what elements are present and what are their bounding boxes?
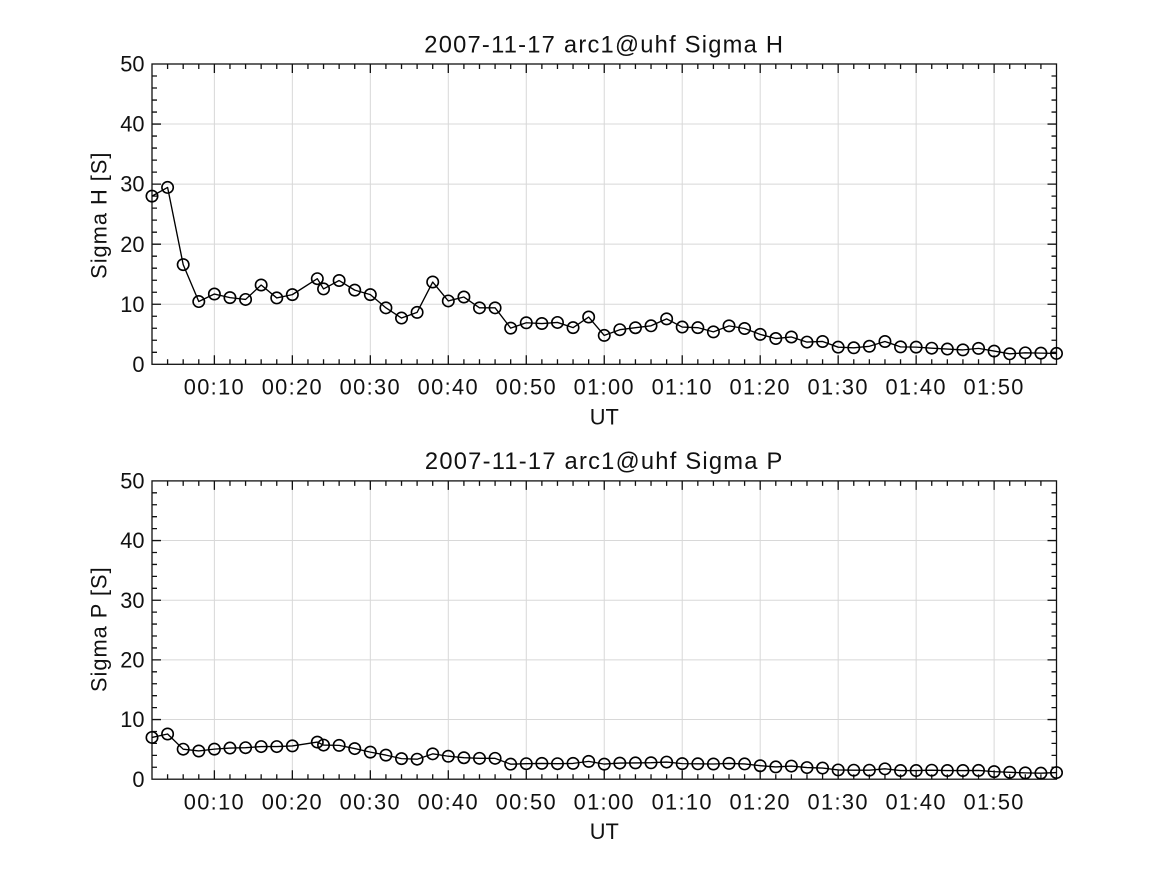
svg-text:0: 0 bbox=[132, 352, 144, 377]
svg-text:50: 50 bbox=[120, 469, 144, 494]
svg-text:0: 0 bbox=[132, 767, 144, 792]
svg-text:40: 40 bbox=[120, 528, 144, 553]
svg-text:01:40: 01:40 bbox=[886, 375, 947, 400]
svg-text:00:30: 00:30 bbox=[340, 375, 401, 400]
svg-text:01:50: 01:50 bbox=[963, 375, 1024, 400]
svg-text:20: 20 bbox=[120, 232, 144, 257]
svg-text:00:10: 00:10 bbox=[184, 375, 245, 400]
svg-text:01:00: 01:00 bbox=[574, 789, 635, 814]
svg-text:00:30: 00:30 bbox=[340, 789, 401, 814]
svg-text:01:30: 01:30 bbox=[808, 375, 869, 400]
svg-text:01:20: 01:20 bbox=[730, 375, 791, 400]
svg-text:00:40: 00:40 bbox=[418, 789, 479, 814]
svg-text:01:10: 01:10 bbox=[652, 789, 713, 814]
svg-text:Sigma P [S]: Sigma P [S] bbox=[86, 566, 111, 692]
svg-text:30: 30 bbox=[120, 172, 144, 197]
svg-text:00:20: 00:20 bbox=[262, 789, 323, 814]
svg-text:30: 30 bbox=[120, 588, 144, 613]
svg-text:01:20: 01:20 bbox=[730, 789, 791, 814]
svg-text:2007-11-17 arc1@uhf Sigma P: 2007-11-17 arc1@uhf Sigma P bbox=[425, 449, 784, 475]
svg-text:00:50: 00:50 bbox=[496, 375, 557, 400]
svg-text:00:50: 00:50 bbox=[496, 789, 557, 814]
svg-text:00:10: 00:10 bbox=[184, 789, 245, 814]
svg-text:UT: UT bbox=[590, 404, 619, 429]
svg-text:00:20: 00:20 bbox=[262, 375, 323, 400]
svg-text:10: 10 bbox=[120, 292, 144, 317]
svg-text:20: 20 bbox=[120, 647, 144, 672]
svg-text:Sigma H [S]: Sigma H [S] bbox=[86, 152, 111, 279]
svg-text:40: 40 bbox=[120, 112, 144, 137]
svg-text:01:00: 01:00 bbox=[574, 375, 635, 400]
svg-text:10: 10 bbox=[120, 707, 144, 732]
svg-text:01:10: 01:10 bbox=[652, 375, 713, 400]
svg-text:50: 50 bbox=[120, 52, 144, 77]
svg-text:UT: UT bbox=[590, 819, 619, 844]
svg-text:01:50: 01:50 bbox=[963, 789, 1024, 814]
svg-text:00:40: 00:40 bbox=[418, 375, 479, 400]
svg-text:01:40: 01:40 bbox=[886, 789, 947, 814]
svg-text:01:30: 01:30 bbox=[808, 789, 869, 814]
svg-text:2007-11-17 arc1@uhf Sigma H: 2007-11-17 arc1@uhf Sigma H bbox=[424, 32, 784, 58]
